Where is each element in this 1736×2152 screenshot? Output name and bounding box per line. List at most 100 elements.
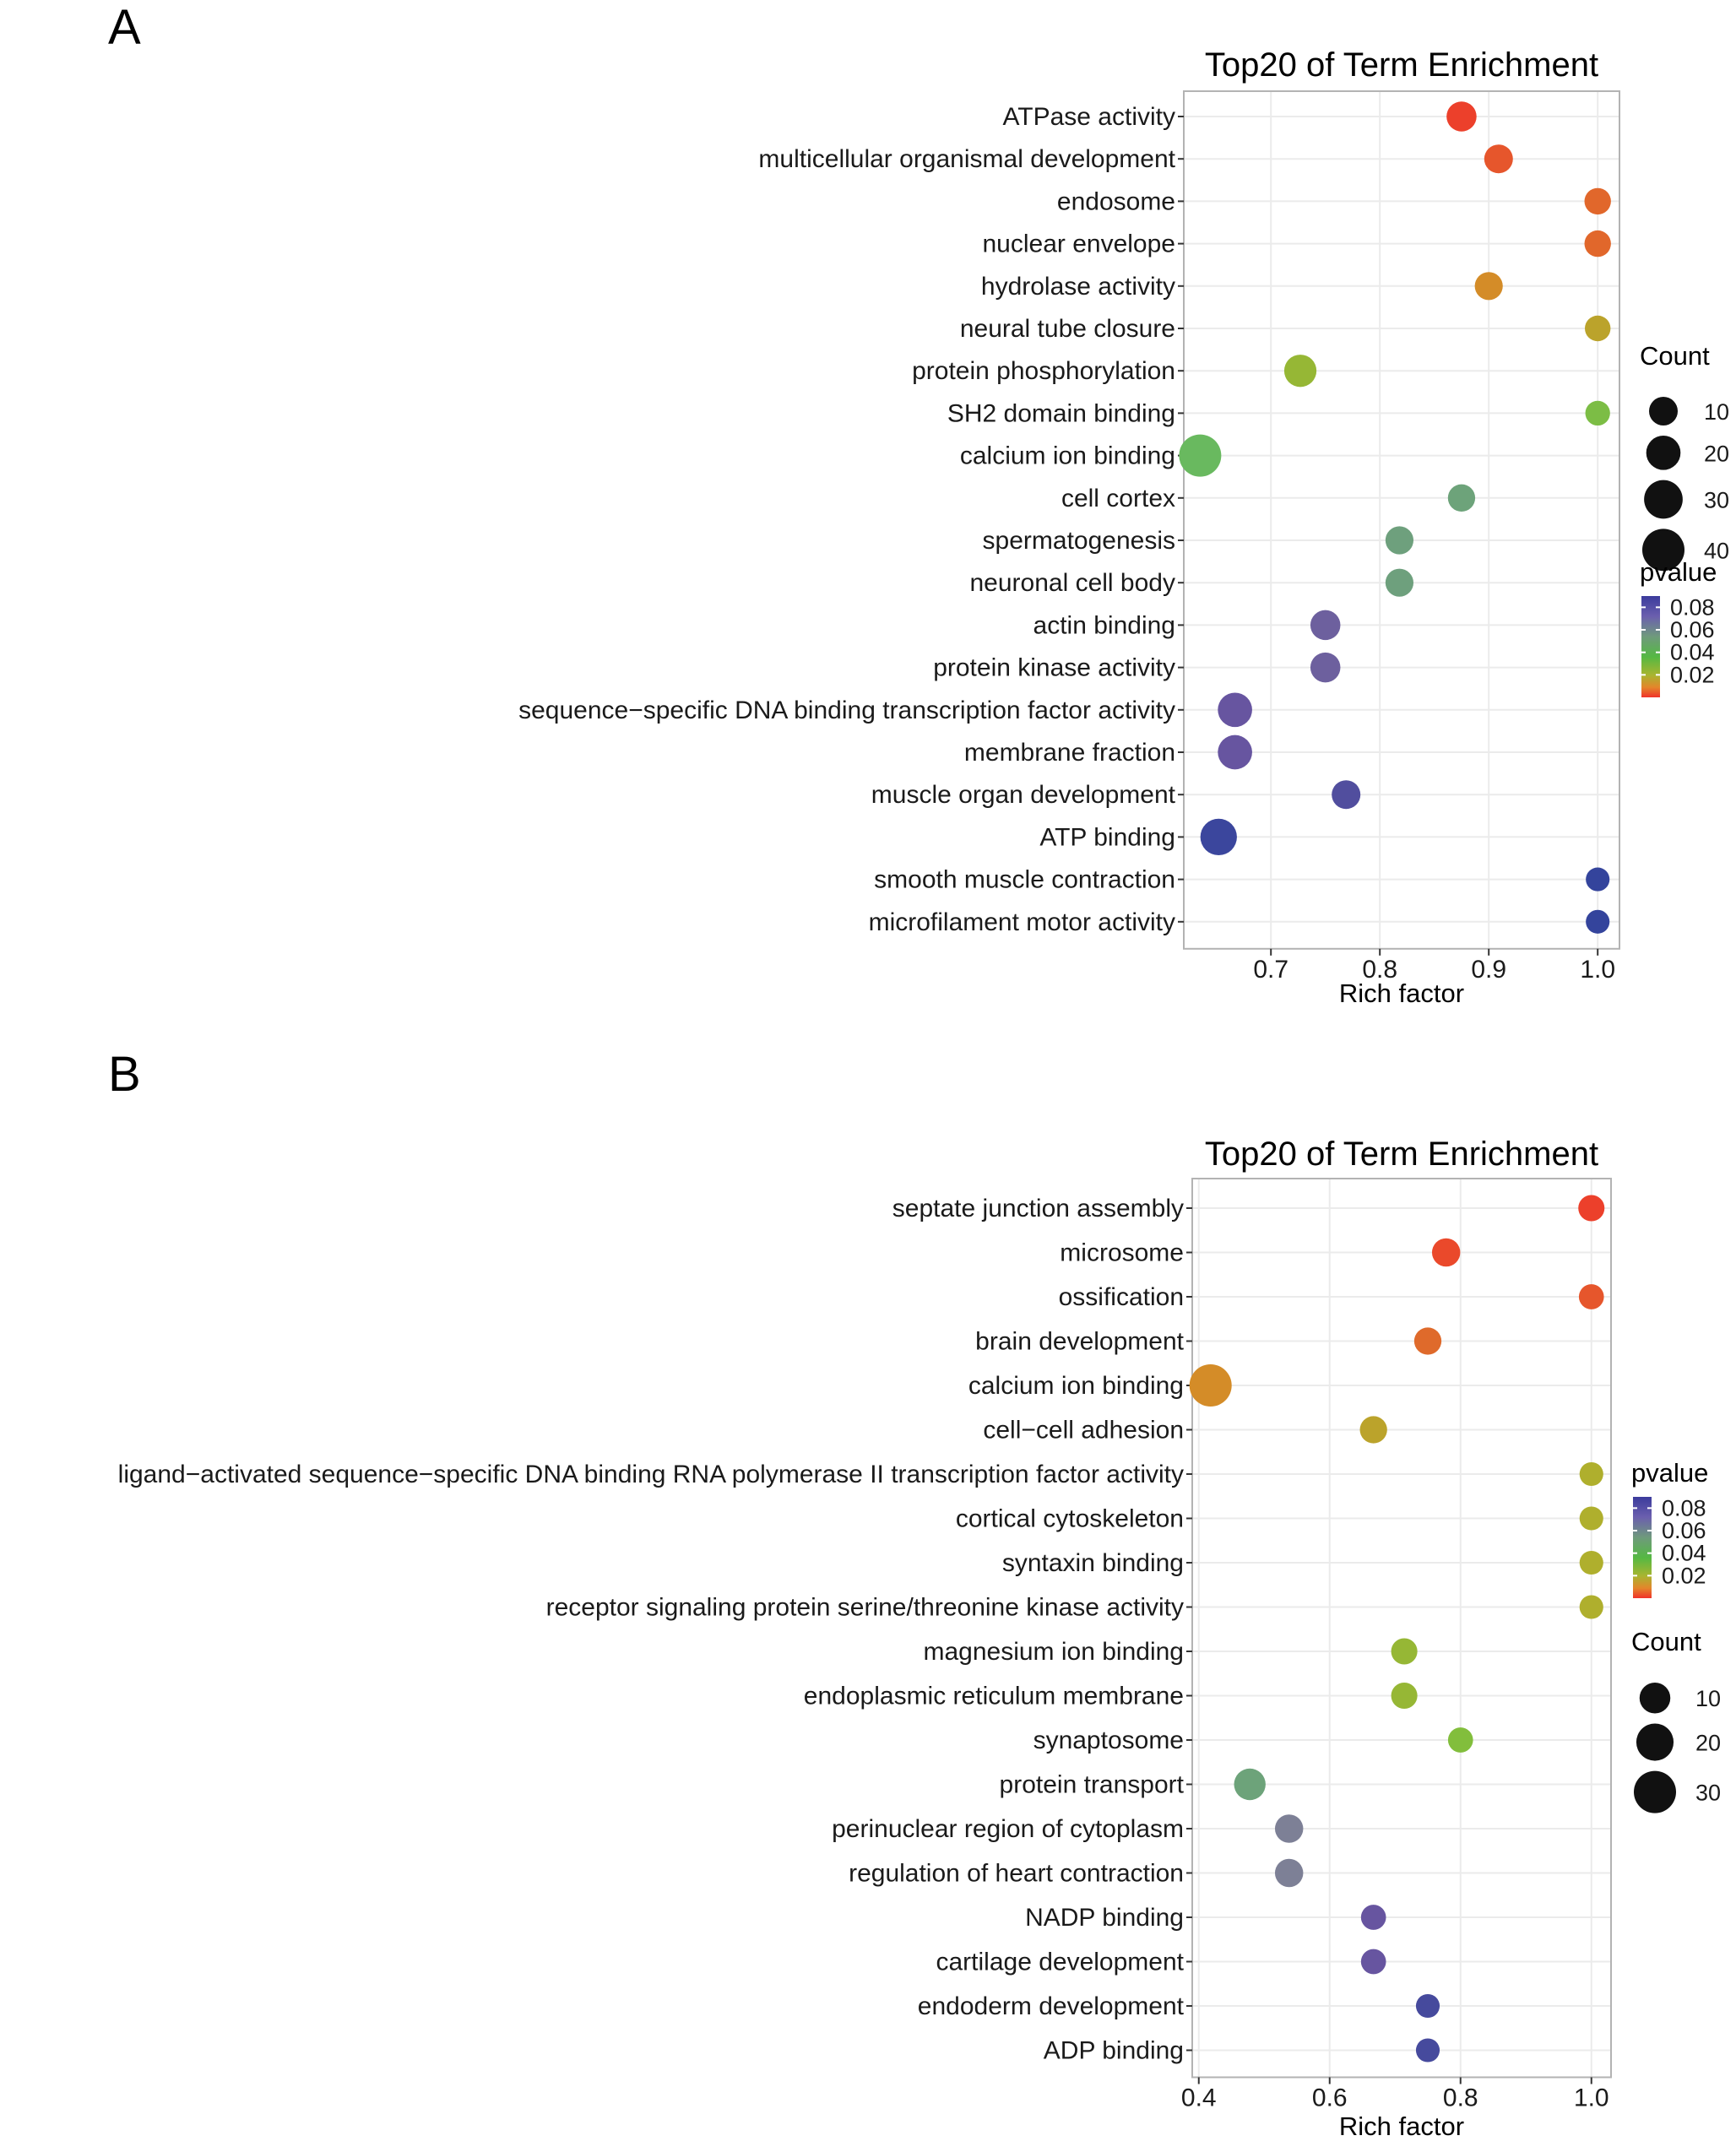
data-point	[1332, 780, 1361, 810]
y-tick-label: microfilament motor activity	[869, 908, 1175, 936]
pvalue-colorbar	[1633, 1497, 1652, 1598]
x-tick-label: 0.9	[1471, 956, 1506, 984]
count-legend-label: 10	[1704, 399, 1729, 425]
chart-panel-b: Top20 of Term Enrichment septate junction…	[118, 1136, 1721, 2141]
x-tick-label: 0.7	[1253, 956, 1288, 984]
data-point	[1447, 1727, 1473, 1753]
y-tick-label: cell cortex	[1061, 485, 1175, 512]
pvalue-colorbar	[1641, 596, 1660, 697]
x-axis-title: Rich factor	[1339, 978, 1464, 1008]
y-tick-label: ATP binding	[1039, 823, 1175, 851]
pvalue-legend: pvalue 0.080.060.040.02	[1640, 557, 1717, 697]
data-point	[1447, 484, 1476, 512]
y-tick-label: brain development	[975, 1328, 1184, 1356]
count-legend-key	[1639, 1683, 1671, 1714]
data-point	[1218, 734, 1252, 770]
pvalue-legend-title: pvalue	[1640, 557, 1717, 587]
data-point	[1415, 2038, 1440, 2063]
y-tick-label: receptor signaling protein serine/threon…	[546, 1594, 1184, 1622]
data-point	[1586, 909, 1610, 934]
pvalue-legend-label: 0.02	[1662, 1563, 1706, 1588]
count-legend-key	[1634, 1770, 1676, 1813]
data-point	[1391, 1638, 1418, 1665]
data-points	[1179, 101, 1611, 934]
y-tick-label: cartilage development	[936, 1949, 1184, 1976]
data-point	[1578, 1284, 1604, 1309]
data-point	[1579, 1550, 1603, 1575]
data-point	[1431, 1238, 1461, 1267]
pvalue-legend-label: 0.04	[1670, 640, 1715, 665]
data-point	[1385, 568, 1414, 597]
data-point	[1413, 1327, 1442, 1355]
pvalue-legend: pvalue 0.080.060.040.02	[1631, 1458, 1708, 1598]
pvalue-legend-label: 0.06	[1670, 617, 1715, 642]
plot-panel	[1191, 1178, 1612, 2079]
y-tick-label: ATPase activity	[1002, 103, 1175, 131]
y-tick-label: ADP binding	[1044, 2037, 1184, 2065]
y-tick-label: synaptosome	[1033, 1726, 1184, 1754]
y-tick-label: regulation of heart contraction	[849, 1860, 1184, 1888]
pvalue-legend-label: 0.08	[1662, 1495, 1706, 1520]
data-point	[1310, 652, 1341, 683]
y-tick-label: hydrolase activity	[981, 273, 1175, 301]
chart-title: Top20 of Term Enrichment	[1205, 1136, 1598, 1173]
y-tick-label: membrane fraction	[964, 739, 1175, 767]
panel-label-a: A	[108, 0, 141, 55]
y-tick-label: cell−cell adhesion	[983, 1417, 1184, 1445]
y-tick-label: neural tube closure	[960, 315, 1175, 343]
chart-panel-a: Top20 of Term Enrichment ATPase activity m…	[518, 46, 1729, 1008]
y-tick-label: nuclear envelope	[982, 230, 1175, 258]
count-legend-key	[1644, 480, 1683, 519]
data-point	[1360, 1949, 1386, 1975]
y-tick-label: protein transport	[1000, 1771, 1185, 1799]
data-point	[1179, 434, 1222, 477]
count-legend-title: Count	[1631, 1627, 1701, 1656]
pvalue-legend-label: 0.08	[1670, 594, 1715, 620]
data-point	[1585, 315, 1611, 342]
y-tick-label: SH2 domain binding	[947, 399, 1175, 427]
x-tick-label: 0.6	[1312, 2084, 1348, 2112]
pvalue-legend-title: pvalue	[1631, 1458, 1708, 1488]
y-tick-label: microsome	[1060, 1239, 1184, 1267]
y-tick-label: protein phosphorylation	[912, 357, 1175, 385]
data-point	[1274, 1814, 1304, 1843]
y-tick-label: multicellular organismal development	[758, 145, 1175, 173]
count-legend-key	[1642, 529, 1684, 572]
y-tick-label: protein kinase activity	[933, 654, 1175, 682]
data-point	[1283, 355, 1317, 388]
x-tick-label: 1.0	[1580, 956, 1615, 984]
plot-panel	[1183, 90, 1620, 950]
count-legend-key	[1649, 397, 1678, 426]
data-point	[1385, 526, 1414, 555]
count-legend-label: 10	[1695, 1686, 1721, 1711]
grid	[1185, 92, 1619, 948]
data-point	[1579, 1506, 1603, 1531]
data-points	[1189, 1195, 1605, 2063]
data-point	[1579, 1595, 1603, 1619]
count-legend-label: 30	[1704, 487, 1729, 512]
data-point	[1200, 818, 1237, 856]
y-tick-label: endosome	[1057, 187, 1175, 215]
data-point	[1484, 144, 1513, 174]
data-point	[1584, 230, 1611, 257]
y-tick-label: endoderm development	[918, 1992, 1185, 2020]
data-point	[1585, 400, 1610, 426]
count-legend-title: Count	[1640, 341, 1710, 371]
data-point	[1415, 1993, 1440, 2019]
x-tick-label: 0.4	[1181, 2084, 1217, 2112]
count-legend-label: 30	[1695, 1781, 1721, 1806]
data-point	[1586, 867, 1610, 892]
count-legend-label: 40	[1704, 538, 1729, 563]
chart-title: Top20 of Term Enrichment	[1205, 46, 1598, 84]
y-tick-label: muscle organ development	[871, 781, 1176, 809]
pvalue-legend-label: 0.06	[1662, 1518, 1706, 1543]
data-point	[1474, 272, 1503, 301]
data-point	[1359, 1416, 1387, 1444]
data-point	[1274, 1858, 1304, 1888]
y-tick-label: cortical cytoskeleton	[956, 1505, 1184, 1533]
pvalue-legend-label: 0.02	[1670, 662, 1715, 687]
x-tick-label: 0.8	[1362, 956, 1397, 984]
y-tick-label: ossification	[1059, 1283, 1184, 1311]
data-point	[1189, 1364, 1232, 1407]
